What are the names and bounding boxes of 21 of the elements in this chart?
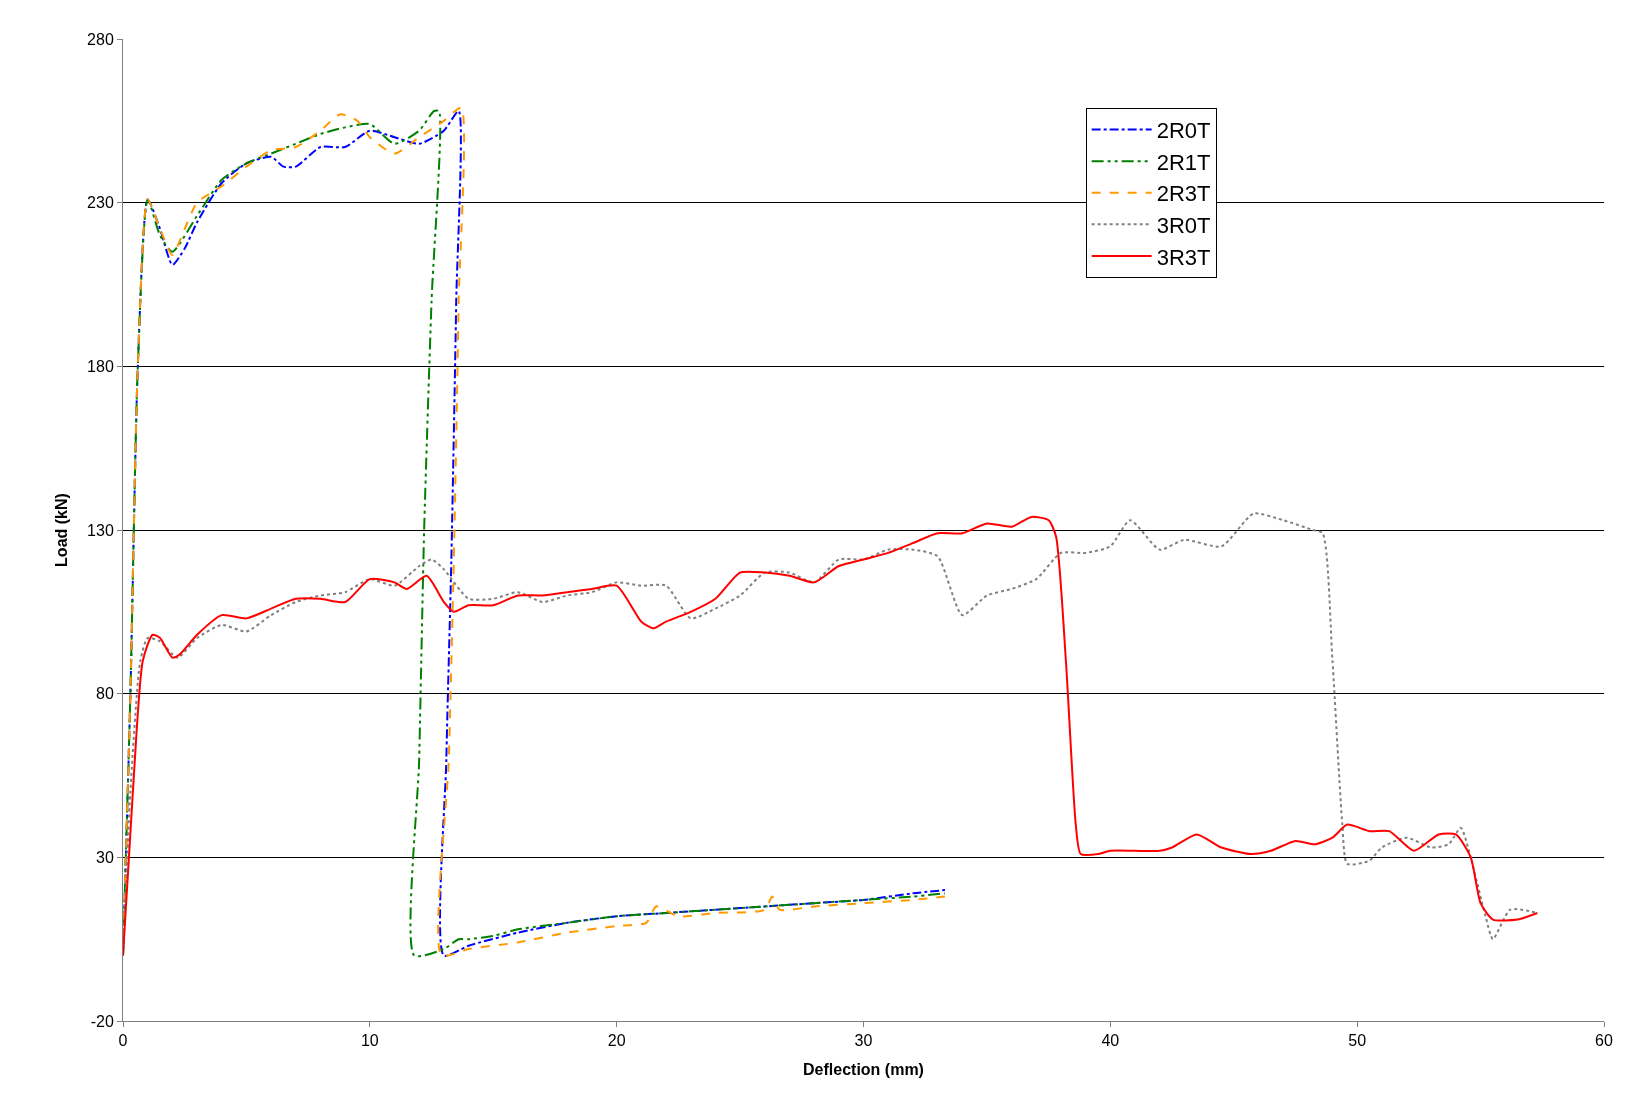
x-tick-label: 0 <box>118 1032 128 1050</box>
x-tick-label: 30 <box>854 1032 873 1050</box>
y-tick-label: 80 <box>96 685 114 703</box>
x-axis-title: Deflection (mm) <box>803 1060 924 1078</box>
x-tick-label: 40 <box>1101 1032 1120 1050</box>
x-tick-label: 20 <box>607 1032 626 1050</box>
y-tick-label: 230 <box>87 194 114 212</box>
legend-label: 3R3T <box>1156 244 1211 270</box>
x-tick-label: 50 <box>1348 1032 1367 1050</box>
legend-label: 3R0T <box>1156 212 1211 238</box>
y-tick-label: 180 <box>87 357 114 375</box>
y-tick-label: -20 <box>90 1012 114 1030</box>
legend-label: 2R3T <box>1156 181 1211 207</box>
y-tick-label: 130 <box>87 521 114 539</box>
legend-label: 2R1T <box>1156 149 1211 175</box>
x-tick-label: 10 <box>360 1032 379 1050</box>
legend-label: 2R0T <box>1156 118 1211 144</box>
y-axis-title: Load (kN) <box>53 493 70 567</box>
x-tick-label: 60 <box>1595 1032 1613 1050</box>
y-tick-label: 30 <box>96 848 114 866</box>
y-tick-label: 280 <box>87 30 114 48</box>
